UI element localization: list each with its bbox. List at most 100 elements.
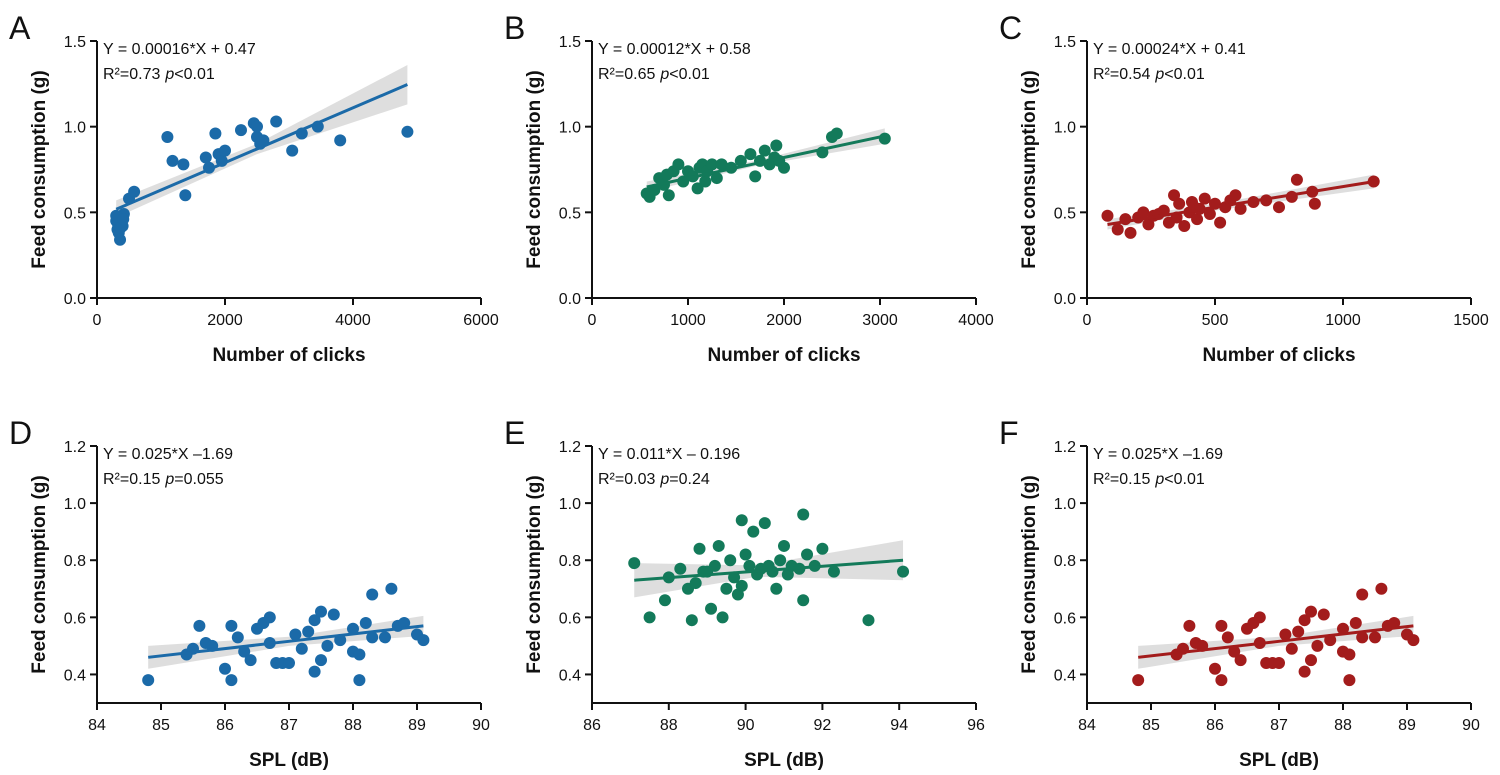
- data-point: [315, 605, 327, 618]
- data-point: [674, 562, 687, 575]
- y-tick-label: 1.2: [559, 439, 581, 456]
- y-tick-label: 1.5: [1054, 34, 1076, 51]
- x-tick-label: 1500: [1453, 312, 1489, 329]
- data-point: [712, 539, 725, 552]
- data-point: [353, 648, 366, 661]
- p-symbol: p: [1154, 66, 1164, 83]
- data-point: [774, 554, 787, 567]
- x-tick-label: 3000: [862, 312, 898, 329]
- data-point: [643, 611, 656, 624]
- data-point: [1234, 654, 1247, 667]
- panel: E 0.4 0.6 0.8 1.0 1.2 86 88 90 92 94 96 SPL (dB) Feed…: [504, 415, 985, 771]
- data-point: [778, 161, 790, 174]
- data-point: [177, 158, 190, 171]
- y-axis-label: Feed consumption (g): [29, 70, 50, 268]
- x-tick-label: 86: [1206, 717, 1224, 734]
- data-point: [209, 127, 222, 140]
- data-point: [827, 565, 840, 578]
- panel: C 0.0 0.5 1.0 1.5 0 500 1000 1500 Number of click…: [999, 10, 1489, 366]
- p-symbol: p: [659, 471, 669, 488]
- data-point: [1298, 614, 1311, 627]
- data-point: [770, 582, 783, 595]
- data-point: [830, 127, 843, 140]
- data-point: [219, 144, 231, 157]
- x-tick-label: 6000: [463, 312, 499, 329]
- y-tick-label: 0.5: [64, 205, 86, 222]
- y-tick-label: 1.5: [64, 34, 86, 51]
- data-point: [289, 628, 302, 641]
- x-tick-label: 84: [1078, 717, 1096, 734]
- data-point: [321, 639, 334, 652]
- data-point: [1305, 605, 1317, 618]
- y-tick-label: 0.4: [559, 667, 581, 684]
- data-point: [1273, 657, 1285, 670]
- data-point: [1209, 662, 1221, 675]
- fit-line: [646, 134, 886, 189]
- data-point: [735, 514, 748, 527]
- panel-label: E: [504, 415, 525, 451]
- x-tick-label: 0: [93, 312, 102, 329]
- y-tick-label: 1.0: [64, 496, 86, 513]
- data-point: [1234, 202, 1247, 215]
- x-tick-label: 94: [890, 717, 908, 734]
- data-point: [1111, 223, 1124, 236]
- p-value: <0.01: [174, 66, 215, 83]
- data-point: [193, 619, 206, 632]
- data-point: [685, 614, 698, 627]
- data-point: [1137, 206, 1150, 219]
- x-tick-label: 89: [408, 717, 426, 734]
- data-point: [715, 158, 728, 171]
- data-point: [1279, 628, 1292, 641]
- statistics: R²=0.15 p<0.01: [1093, 471, 1205, 488]
- data-point: [270, 115, 283, 128]
- data-point: [379, 631, 391, 644]
- data-point: [308, 614, 321, 627]
- x-tick-label: 85: [152, 717, 170, 734]
- data-point: [1132, 674, 1145, 687]
- x-tick-label: 96: [967, 717, 985, 734]
- data-point: [114, 233, 127, 246]
- panel: F 0.4 0.6 0.8 1.0 1.2 84 85 86 87 88 89 90 SPL (dB) Fe…: [999, 415, 1480, 771]
- data-point: [1375, 582, 1388, 595]
- data-point: [1290, 173, 1303, 186]
- data-point: [219, 662, 231, 675]
- data-point: [1317, 608, 1330, 621]
- x-tick-label: 4000: [335, 312, 371, 329]
- data-point: [1367, 175, 1380, 188]
- x-tick-label: 84: [88, 717, 106, 734]
- x-axis-label: Number of clicks: [212, 345, 365, 366]
- data-point: [366, 631, 379, 644]
- data-point: [315, 654, 327, 667]
- equation: Y = 0.00012*X + 0.58: [598, 41, 751, 58]
- x-tick-label: 88: [344, 717, 362, 734]
- x-tick-label: 1000: [670, 312, 706, 329]
- data-point: [693, 542, 706, 555]
- r-squared: R²=0.73: [103, 66, 160, 83]
- y-tick-label: 0.8: [64, 553, 86, 570]
- x-tick-label: 0: [588, 312, 597, 329]
- data-point: [739, 548, 752, 561]
- data-point: [797, 508, 810, 521]
- data-point: [1253, 611, 1266, 624]
- data-point: [238, 645, 251, 658]
- data-point: [117, 213, 130, 226]
- equation: Y = 0.025*X –1.69: [103, 446, 233, 463]
- y-tick-label: 0.4: [64, 667, 86, 684]
- x-axis-label: SPL (dB): [249, 750, 329, 771]
- p-value: <0.01: [1164, 471, 1205, 488]
- y-tick-label: 1.0: [1054, 496, 1076, 513]
- p-symbol: p: [164, 66, 174, 83]
- data-point: [128, 185, 141, 198]
- x-axis-label: Number of clicks: [707, 345, 860, 366]
- x-tick-label: 90: [1462, 717, 1480, 734]
- y-tick-label: 0.5: [1054, 205, 1076, 222]
- data-point: [161, 130, 174, 143]
- data-point: [1215, 674, 1228, 687]
- data-point: [691, 182, 704, 195]
- data-point: [199, 151, 212, 164]
- data-point: [878, 132, 891, 145]
- statistics: R²=0.54 p<0.01: [1093, 66, 1205, 83]
- data-point: [1101, 209, 1114, 222]
- data-point: [1311, 639, 1324, 652]
